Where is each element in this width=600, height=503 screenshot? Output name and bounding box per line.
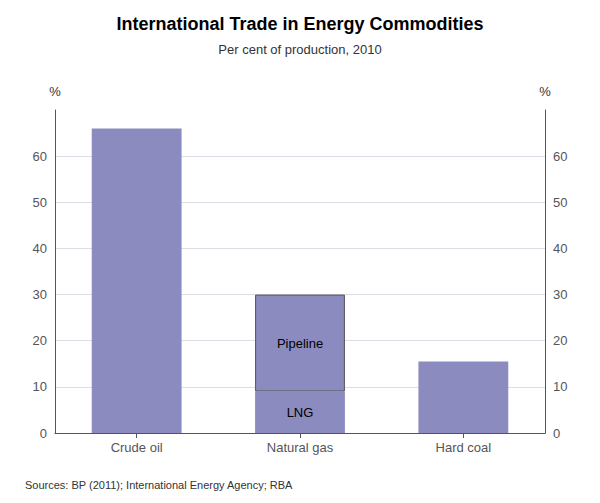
svg-text:30: 30: [553, 287, 567, 302]
svg-text:0: 0: [40, 426, 47, 441]
svg-text:60: 60: [553, 149, 567, 164]
svg-text:Per cent of production, 2010: Per cent of production, 2010: [218, 42, 381, 57]
svg-text:Natural gas: Natural gas: [267, 440, 334, 455]
svg-text:40: 40: [553, 241, 567, 256]
svg-text:40: 40: [33, 241, 47, 256]
svg-text:Pipeline: Pipeline: [277, 336, 323, 351]
svg-text:%: %: [539, 84, 551, 99]
svg-text:Crude oil: Crude oil: [111, 440, 163, 455]
svg-text:Sources: BP (2011); Internatio: Sources: BP (2011); International Energy…: [25, 479, 293, 491]
svg-text:30: 30: [33, 287, 47, 302]
svg-text:LNG: LNG: [287, 405, 314, 420]
svg-text:10: 10: [33, 379, 47, 394]
svg-text:60: 60: [33, 149, 47, 164]
svg-text:Hard coal: Hard coal: [436, 440, 492, 455]
svg-text:10: 10: [553, 379, 567, 394]
svg-text:50: 50: [33, 195, 47, 210]
svg-text:20: 20: [553, 333, 567, 348]
svg-text:International Trade in Energy: International Trade in Energy Commoditie…: [116, 14, 483, 34]
svg-text:0: 0: [553, 426, 560, 441]
svg-text:50: 50: [553, 195, 567, 210]
svg-text:20: 20: [33, 333, 47, 348]
svg-text:%: %: [49, 84, 61, 99]
